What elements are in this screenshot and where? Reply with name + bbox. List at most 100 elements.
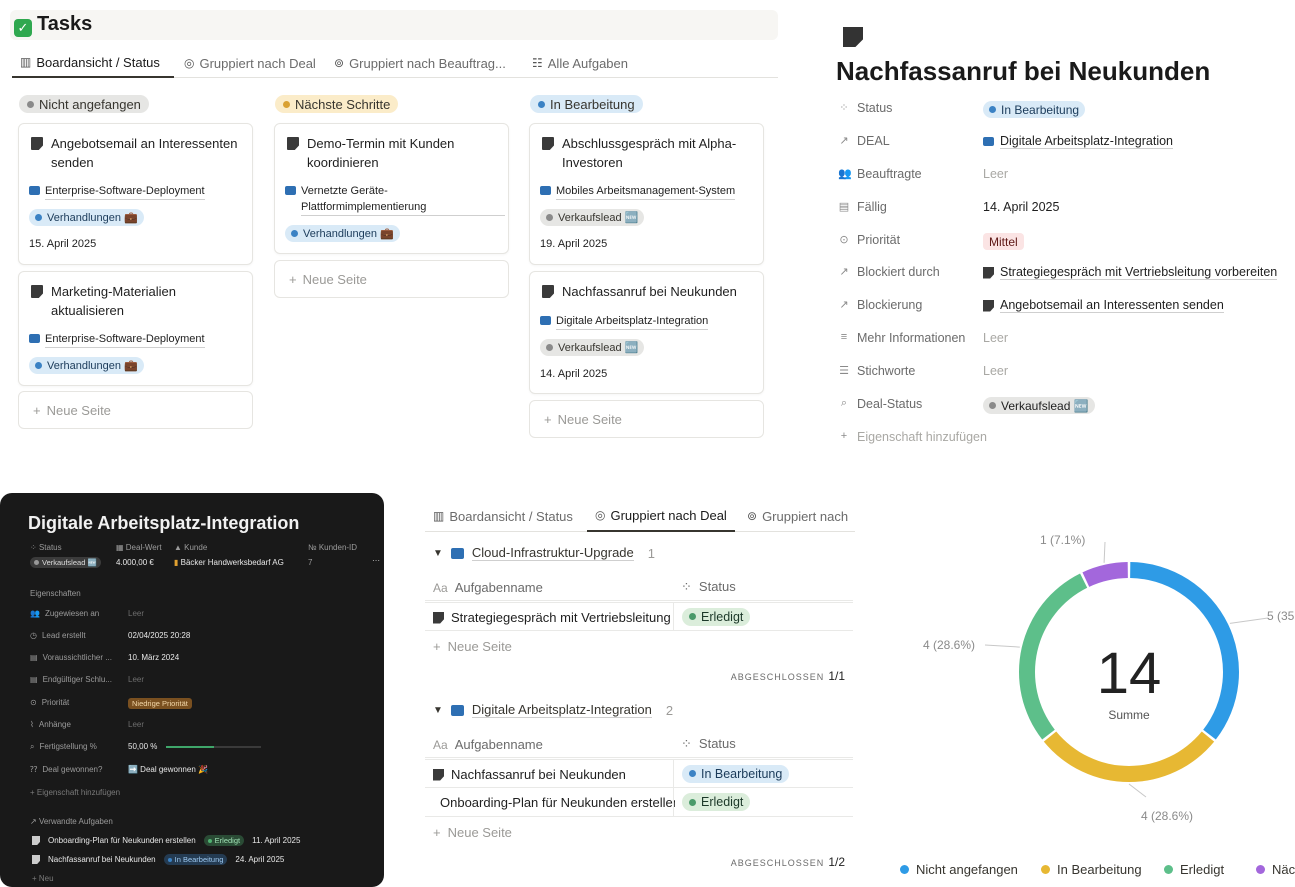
detail-title[interactable]: Nachfassanruf bei Neukunden	[836, 56, 1211, 86]
briefcase-icon	[983, 137, 994, 146]
related-title: ↗ Verwandte Aufgaben	[30, 817, 113, 826]
dark-prop-row[interactable]: ◷ Lead erstellt 02/04/2025 20:28	[30, 629, 370, 645]
prop-value[interactable]: Mittel	[983, 233, 1024, 250]
tab-board-status[interactable]: ▥ Boardansicht / Status	[433, 508, 573, 524]
header-name: Aa Aufgabenname	[433, 580, 543, 595]
card-deal[interactable]: Enterprise-Software-Deployment	[29, 331, 205, 348]
tab-all-tasks[interactable]: ☷ Alle Aufgaben	[532, 55, 628, 71]
table-row[interactable]: Nachfassanruf bei Neukunden In Bearbeitu…	[425, 759, 853, 788]
related-row[interactable]: Nachfassanruf bei Neukunden In Bearbeitu…	[32, 854, 284, 865]
prop-blocked-by[interactable]: ↗ Blockiert durch Strategiegespräch mit V…	[838, 262, 1295, 284]
card-deal[interactable]: Digitale Arbeitsplatz-Integration	[540, 313, 709, 330]
legend-item[interactable]: Nicht angefangen	[900, 862, 1018, 877]
legend-item[interactable]: In Bearbeitung	[1041, 862, 1142, 877]
detail-panel: Nachfassanruf bei Neukunden ⁘ Status In B…	[830, 0, 1295, 450]
arrow-up-right-icon: ↗	[839, 135, 849, 147]
card-deal[interactable]: Mobiles Arbeitsmanagement-System	[540, 183, 736, 200]
group-header[interactable]: ▼ Digitale Arbeitsplatz-Integration 2	[433, 702, 674, 718]
column-header-next-steps[interactable]: Nächste Schritte	[275, 95, 399, 113]
prop-value[interactable]: Leer	[983, 331, 1009, 345]
new-related-button[interactable]: + Neu	[32, 874, 54, 883]
dark-prop-row[interactable]: ⊙ Priorität Niedrige Priorität	[30, 696, 370, 712]
list-icon: ☰	[839, 365, 849, 377]
prop-tags[interactable]: ☰ Stichworte Leer	[838, 361, 1295, 383]
deal-status-tag[interactable]: Verkaufslead 🆕	[30, 557, 101, 568]
briefcase-icon	[540, 316, 551, 325]
tab-group-assignee[interactable]: ⊚ Gruppiert nach Beauftrag...	[334, 55, 506, 71]
dark-prop-row[interactable]: ⌕ Fertigstellung % 50,00 %	[30, 740, 370, 756]
prop-value[interactable]: Digitale Arbeitsplatz-Integration	[983, 134, 1174, 149]
prop-value[interactable]: Strategiegespräch mit Vertriebsleitung v…	[983, 265, 1278, 280]
dark-prop-row[interactable]: ⁇ Deal gewonnen? ➡️ Deal gewonnen 🎉	[30, 763, 370, 779]
board-card[interactable]: Abschlussgespräch mit Alpha-Investoren M…	[529, 123, 764, 265]
prop-value: 10. März 2024	[128, 653, 180, 662]
customer-link[interactable]: ▮ Bäcker Handwerksbedarf AG	[174, 558, 284, 567]
prop-value[interactable]: Leer	[983, 364, 1009, 378]
tab-board-status[interactable]: ▥ Boardansicht / Status	[12, 48, 174, 78]
donut-slice[interactable]	[1019, 573, 1088, 740]
prop-value: Leer	[128, 675, 145, 684]
header-status: ⁘ Status	[681, 578, 736, 595]
related-row[interactable]: Onboarding-Plan für Neukunden erstellen …	[32, 835, 300, 846]
triangle-down-icon[interactable]: ▼	[433, 704, 443, 716]
prop-value[interactable]: Leer	[983, 167, 1009, 181]
prop-value[interactable]: Verkaufslead 🆕	[983, 397, 1095, 414]
top-label-status: ⁘ Status	[30, 543, 62, 552]
prop-value[interactable]: 14. April 2025	[983, 200, 1060, 214]
table-header: Aa Aufgabenname ⁘ Status	[425, 573, 853, 601]
prop-more-info[interactable]: ≡ Mehr Informationen Leer	[838, 328, 1295, 350]
tab-group-deal[interactable]: ◎ Gruppiert nach Deal	[587, 500, 735, 532]
prop-deal[interactable]: ↗ DEAL Digitale Arbeitsplatz-Integration	[838, 131, 1295, 153]
status-dot	[35, 214, 42, 221]
column-header-in-progress[interactable]: In Bearbeitung	[530, 95, 643, 113]
dark-prop-row[interactable]: ⌇ Anhänge Leer	[30, 718, 370, 734]
prop-value[interactable]: In Bearbeitung	[983, 101, 1086, 118]
prop-label: ↗ Blockiert durch	[839, 265, 940, 279]
dark-prop-row[interactable]: ▤ Voraussichtlicher ... 10. März 2024	[30, 651, 370, 667]
dark-prop-row[interactable]: 👥 Zugewiesen an Leer	[30, 607, 370, 623]
table-row[interactable]: Onboarding-Plan für Neukunden erstellen …	[425, 788, 853, 817]
prop-value: Leer	[128, 609, 145, 618]
prop-deal-status[interactable]: ⌕ Deal-Status Verkaufslead 🆕	[838, 394, 1295, 416]
tab-group-deal[interactable]: ◎ Gruppiert nach Deal	[184, 55, 316, 71]
status-dot	[291, 230, 298, 237]
legend-item[interactable]: Erledigt	[1164, 862, 1224, 877]
donut-slice[interactable]	[1130, 562, 1239, 740]
add-property-button[interactable]: + Eigenschaft hinzufügen	[838, 427, 1295, 449]
new-page-button[interactable]: + Neue Seite	[18, 391, 253, 429]
row-name: Nachfassanruf bei Neukunden	[433, 767, 675, 782]
deal-title[interactable]: Digitale Arbeitsplatz-Integration	[28, 513, 300, 533]
dark-prop-row[interactable]: ▤ Endgültiger Schlu... Leer	[30, 673, 370, 689]
status-tag: In Bearbeitung	[983, 101, 1086, 118]
leader-line	[984, 644, 1020, 648]
board-card[interactable]: Angebotsemail an Interessenten senden En…	[18, 123, 253, 265]
more-icon[interactable]: ⋯	[372, 556, 380, 565]
column-header-not-started[interactable]: Nicht angefangen	[19, 95, 149, 113]
prop-due[interactable]: ▤ Fällig 14. April 2025	[838, 197, 1295, 219]
board-card[interactable]: Demo-Termin mit Kunden koordinieren Vern…	[274, 123, 509, 254]
triangle-down-icon[interactable]: ▼	[433, 547, 443, 559]
new-page-button[interactable]: + Neue Seite	[529, 400, 764, 438]
prop-blocking[interactable]: ↗ Blockierung Angebotsemail an Interessen…	[838, 295, 1295, 317]
prop-label: ⊙ Priorität	[30, 698, 70, 707]
card-deal[interactable]: Vernetzte Geräte-Plattformimplementierun…	[285, 183, 505, 216]
board-card[interactable]: Marketing-Materialien aktualisieren Ente…	[18, 271, 253, 386]
prop-status[interactable]: ⁘ Status In Bearbeitung	[838, 98, 1295, 120]
briefcase-icon	[450, 704, 464, 716]
add-property-button[interactable]: + Eigenschaft hinzufügen	[30, 788, 121, 797]
new-page-button[interactable]: + Neue Seite	[433, 639, 512, 654]
prop-assignees[interactable]: 👥 Beauftragte Leer	[838, 164, 1295, 186]
legend-item[interactable]: Näch	[1256, 862, 1295, 877]
group-header[interactable]: ▼ Cloud-Infrastruktur-Upgrade 1	[433, 545, 655, 561]
card-deal[interactable]: Enterprise-Software-Deployment	[29, 183, 205, 200]
tab-group-assignee[interactable]: ⊚ Gruppiert nach	[747, 508, 849, 524]
prop-priority[interactable]: ⊙ Priorität Mittel	[838, 230, 1295, 252]
new-page-button[interactable]: + Neue Seite	[274, 260, 509, 298]
table-row[interactable]: Strategiegespräch mit Vertriebsleitung E…	[425, 602, 853, 631]
new-page-button[interactable]: + Neue Seite	[433, 825, 512, 840]
donut-slice[interactable]	[1082, 562, 1128, 587]
board-card[interactable]: Nachfassanruf bei Neukunden Digitale Arb…	[529, 271, 764, 394]
donut-slice[interactable]	[1043, 731, 1215, 782]
prop-value[interactable]: Angebotsemail an Interessenten senden	[983, 298, 1224, 313]
plus-icon: +	[840, 430, 848, 442]
